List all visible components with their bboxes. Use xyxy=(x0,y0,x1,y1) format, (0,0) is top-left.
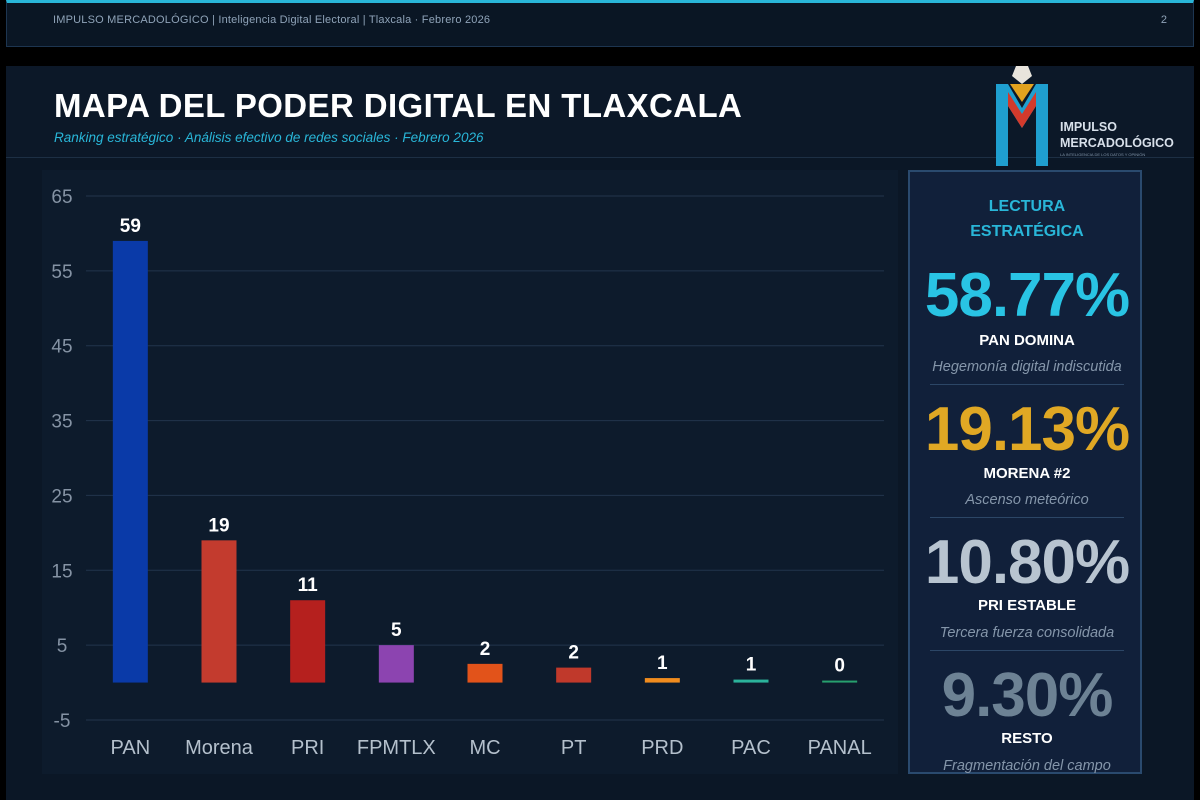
stat-label-pri: PRI ESTABLE xyxy=(977,597,1077,614)
data-label: 59 xyxy=(120,216,141,237)
x-tick-label: PAC xyxy=(731,737,771,759)
data-label: 1 xyxy=(657,653,668,674)
logo-mark-icon xyxy=(996,66,1048,166)
stat-value-morena: 19.13% xyxy=(924,395,1130,464)
data-label: 11 xyxy=(298,575,319,596)
data-label: 19 xyxy=(208,515,229,536)
slide-title: MAPA DEL PODER DIGITAL EN TLAXCALA xyxy=(54,87,743,124)
logo-text-line1: IMPULSO xyxy=(1060,120,1117,134)
y-tick-label: 55 xyxy=(51,262,72,283)
divider xyxy=(930,384,1124,385)
bar-pan xyxy=(112,240,148,683)
bar-pac xyxy=(733,679,769,683)
chart-panel: 65 55 45 35 25 15 5 -5 59 PAN 19 Morena 11 PRI 5 FPMTLX… xyxy=(42,170,898,774)
data-label: 1 xyxy=(746,655,757,676)
y-tick-label: 65 xyxy=(51,187,72,208)
y-tick-label: -5 xyxy=(54,711,71,732)
stat-desc-resto: Fragmentación del campo xyxy=(943,758,1111,774)
brand-logo: IMPULSO MERCADOLÓGICO LA INTELIGENCIA DE… xyxy=(988,66,1188,166)
stat-desc-morena: Ascenso meteórico xyxy=(965,492,1089,508)
y-tick-label: 5 xyxy=(57,636,68,657)
y-tick-label: 35 xyxy=(51,412,72,433)
y-tick-label: 15 xyxy=(51,561,72,582)
x-tick-label: MC xyxy=(469,737,500,759)
data-label: 2 xyxy=(480,639,491,660)
data-label: 2 xyxy=(568,643,579,664)
x-tick-label: PANAL xyxy=(808,737,872,759)
bar-pri xyxy=(290,600,326,683)
slide-subtitle: Ranking estratégico · Análisis efectivo … xyxy=(54,130,484,145)
data-label: 5 xyxy=(391,620,402,641)
y-tick-label: 25 xyxy=(51,486,72,507)
stat-desc-pri: Tercera fuerza consolidada xyxy=(939,625,1115,641)
slide-header: MAPA DEL PODER DIGITAL EN TLAXCALA Ranki… xyxy=(6,66,1194,166)
x-tick-label: PRD xyxy=(641,737,683,759)
stat-label-pan: PAN DOMINA xyxy=(979,332,1075,349)
panel-title-line1: LECTURA xyxy=(988,198,1066,215)
bar-pt xyxy=(556,667,592,683)
bar-morena xyxy=(201,540,237,683)
top-bar: IMPULSO MERCADOLÓGICO | Inteligencia Dig… xyxy=(6,0,1194,47)
divider xyxy=(930,517,1124,518)
bar-fpmtlx xyxy=(378,645,414,683)
bar-mc xyxy=(467,663,503,683)
x-tick-label: PAN xyxy=(111,737,151,759)
panel-title-line2: ESTRATÉGICA xyxy=(970,223,1084,240)
slide: MAPA DEL PODER DIGITAL EN TLAXCALA Ranki… xyxy=(6,66,1194,800)
x-tick-label: PRI xyxy=(291,737,324,759)
x-tick-label: PT xyxy=(561,737,587,759)
stat-value-resto: 9.30% xyxy=(941,661,1114,730)
bar-panal xyxy=(822,680,858,683)
y-tick-label: 45 xyxy=(51,337,72,358)
stat-label-resto: RESTO xyxy=(1001,730,1053,747)
divider xyxy=(930,650,1124,651)
logo-tagline: LA INTELIGENCIA DE LOS DATOS Y OPINIÓN xyxy=(1060,152,1146,157)
stat-label-morena: MORENA #2 xyxy=(983,465,1071,482)
stat-value-pan: 58.77% xyxy=(924,261,1130,330)
x-tick-label: Morena xyxy=(185,737,254,759)
logo-text-line2: MERCADOLÓGICO xyxy=(1060,136,1174,150)
x-tick-label: FPMTLX xyxy=(357,737,436,759)
strategic-reading-panel: LECTURA ESTRATÉGICA 58.77% PAN DOMINA He… xyxy=(908,170,1142,774)
breadcrumb: IMPULSO MERCADOLÓGICO | Inteligencia Dig… xyxy=(53,14,491,26)
bar-chart: 6555453525155-559PAN19Morena11PRI5FPMTLX… xyxy=(51,187,884,759)
page-number: 2 xyxy=(1160,14,1167,26)
bar-prd xyxy=(644,678,680,683)
stat-desc-pan: Hegemonía digital indiscutida xyxy=(932,359,1122,375)
stat-value-pri: 10.80% xyxy=(924,528,1130,597)
data-label: 0 xyxy=(834,656,845,677)
